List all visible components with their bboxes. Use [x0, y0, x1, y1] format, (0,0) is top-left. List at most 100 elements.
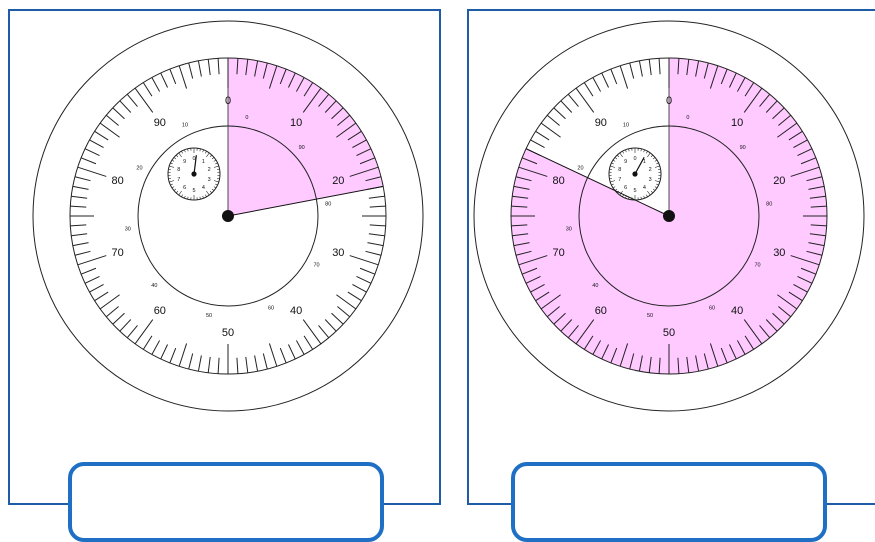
sub-dial-tick	[175, 154, 179, 158]
scale-tick	[790, 255, 820, 266]
outer-scale-label: 70	[553, 247, 565, 259]
scale-tick	[638, 355, 643, 372]
scale-tick	[207, 59, 211, 76]
scale-tick	[336, 122, 357, 138]
scale-tick	[567, 325, 579, 339]
sub-dial-tick	[647, 152, 651, 158]
scale-tick	[797, 148, 813, 156]
sub-dial-label: 9	[624, 159, 627, 165]
scale-tick	[800, 157, 817, 165]
sub-dial-tick	[205, 194, 207, 197]
inner-scale-label: 20	[136, 165, 142, 171]
scale-tick	[521, 267, 538, 275]
scale-tick	[648, 356, 652, 373]
sub-dial-tick	[654, 180, 660, 183]
outer-scale-label: 80	[112, 175, 124, 187]
scale-tick	[736, 77, 746, 92]
inner-scale-label: 10	[182, 123, 188, 129]
scale-tick	[788, 130, 803, 141]
sub-dial-tick	[628, 148, 630, 152]
scale-tick	[368, 233, 385, 237]
sub-dial-tick	[646, 194, 648, 197]
scale-tick	[619, 65, 629, 89]
sub-dial-tick	[611, 183, 614, 186]
scale-tick	[553, 312, 566, 325]
scale-tick	[759, 93, 771, 107]
scale-tick	[337, 114, 351, 126]
scale-tick	[236, 58, 239, 75]
scale-tick	[368, 195, 385, 199]
answer-box-2[interactable]	[511, 462, 827, 542]
sub-dial-tick	[171, 186, 175, 189]
scale-tick	[254, 60, 259, 77]
scale-tick	[347, 130, 362, 141]
outer-scale-label: 80	[553, 175, 565, 187]
scale-tick	[295, 340, 305, 355]
sub-dial-tick	[170, 183, 173, 186]
inner-scale-label: 90	[299, 145, 305, 151]
scale-tick	[729, 72, 737, 88]
outer-scale-label: 10	[731, 117, 743, 129]
scale-tick	[601, 344, 609, 360]
scale-tick	[89, 283, 104, 293]
scale-tick	[279, 347, 287, 364]
scale-tick	[112, 107, 125, 120]
outer-scale-label: 90	[154, 117, 166, 129]
outer-scale-label: 20	[332, 175, 344, 187]
sub-dial-needle	[193, 155, 197, 175]
scale-tick	[178, 343, 188, 367]
sub-dial-tick	[187, 148, 189, 152]
scale-tick	[151, 77, 161, 92]
scale-tick	[72, 185, 89, 190]
inner-scale-label: 50	[206, 313, 212, 319]
sub-dial-tick	[173, 157, 177, 160]
sub-dial-tick	[175, 190, 179, 194]
sub-dial-tick	[610, 165, 616, 168]
scale-tick	[245, 356, 249, 373]
sub-dial-tick	[625, 149, 627, 153]
scale-tick	[530, 139, 545, 149]
sub-dial-label: 7	[618, 177, 621, 183]
sub-dial-tick	[614, 157, 618, 160]
sub-dial-needle	[634, 157, 645, 175]
sub-dial-tick	[640, 196, 642, 200]
answer-box-1[interactable]	[68, 462, 384, 542]
scale-tick	[759, 325, 771, 339]
scale-tick	[303, 82, 314, 97]
sub-dial-label: 8	[618, 167, 621, 173]
scale-tick	[324, 319, 337, 332]
scale-tick	[677, 58, 680, 75]
scale-tick	[512, 195, 529, 199]
sub-dial-tick	[650, 154, 654, 158]
sub-dial-tick	[169, 165, 175, 168]
sub-dial-tick	[181, 151, 183, 154]
scale-tick	[788, 291, 803, 302]
scale-tick	[744, 82, 755, 97]
outer-scale-label: 10	[290, 117, 302, 129]
scale-tick	[583, 82, 594, 97]
scale-tick	[349, 255, 379, 266]
sub-dial-tick	[173, 188, 177, 191]
scale-tick	[72, 242, 89, 247]
scale-tick	[134, 87, 154, 113]
sub-dial-tick	[170, 162, 173, 165]
scale-tick	[188, 62, 194, 79]
dial-gauge-2: 0 10 20 30 40 50 60 70 80 90 0 10 20 30 40 50 60 70 80 90 0 1…	[473, 20, 865, 412]
scale-tick	[80, 267, 97, 275]
sub-dial-tick	[215, 162, 218, 165]
scale-tick	[658, 58, 661, 75]
sub-dial-tick	[643, 149, 645, 153]
scale-tick	[797, 276, 813, 284]
outer-scale-label: 40	[290, 305, 302, 317]
scale-tick	[268, 343, 278, 367]
outer-scale-label: 30	[773, 247, 785, 259]
inner-scale-label: 0	[686, 115, 689, 121]
scale-tick	[80, 157, 97, 165]
scale-tick	[808, 242, 825, 247]
sub-dial-label: 0	[633, 156, 636, 162]
scale-tick	[546, 306, 560, 318]
scale-tick	[592, 77, 602, 92]
sub-dial-label: 1	[202, 159, 205, 165]
scale-tick	[515, 176, 532, 182]
sub-dial-tick	[656, 183, 659, 186]
